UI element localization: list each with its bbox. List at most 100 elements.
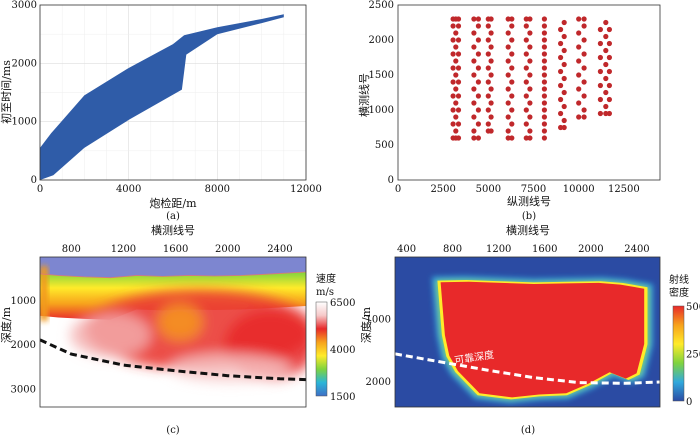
colorbar-tick-label: 250 xyxy=(686,350,700,361)
receiver-point xyxy=(597,82,604,89)
receiver-point xyxy=(488,86,494,92)
receiver-point xyxy=(505,16,511,22)
receiver-point xyxy=(558,40,564,47)
receiver-point xyxy=(606,110,613,117)
receiver-point xyxy=(488,128,494,134)
receiver-point xyxy=(603,75,609,82)
receiver-point xyxy=(581,37,587,43)
receiver-point xyxy=(597,96,604,103)
receiver-point xyxy=(455,93,462,99)
receiver-point xyxy=(527,72,533,78)
receiver-point xyxy=(561,61,567,68)
receiver-point xyxy=(455,121,462,127)
topography-line xyxy=(40,271,306,279)
receiver-point xyxy=(450,79,456,85)
panel-d-title: 横测线号 xyxy=(506,223,550,237)
receiver-point xyxy=(603,33,609,40)
colorbar-tick-label: 6500 xyxy=(330,298,355,309)
receiver-point xyxy=(541,16,548,22)
receiver-point xyxy=(509,107,515,113)
receiver-point xyxy=(488,16,494,22)
panel-b-frame xyxy=(397,4,661,181)
receiver-point xyxy=(455,16,462,22)
y-tick-label: 1000 xyxy=(11,296,36,307)
panel-b-xlabel: 纵测线号 xyxy=(507,194,551,208)
y-tick-label: 2000 xyxy=(11,340,36,351)
receiver-point xyxy=(581,107,587,113)
x-tick-label: 2500 xyxy=(430,184,455,195)
x-tick-label: 2000 xyxy=(215,244,240,255)
receiver-point xyxy=(581,93,587,99)
receiver-point xyxy=(606,26,613,33)
x-tick-label: 0 xyxy=(37,184,43,195)
receiver-point xyxy=(561,103,567,110)
receiver-point xyxy=(488,58,494,64)
receiver-point xyxy=(606,96,613,103)
ray-density-colorbar-ticks: 500 250 0 xyxy=(686,302,700,408)
receiver-point xyxy=(475,16,481,22)
velocity-colorbar xyxy=(315,301,328,397)
receiver-point xyxy=(597,26,604,33)
receiver-point xyxy=(509,37,515,43)
y-tick-label: 500 xyxy=(375,140,394,151)
velocity-colorbar-ticks: 6500 4000 1500 xyxy=(330,298,355,403)
receiver-point xyxy=(603,103,609,110)
ray-density-colorbar xyxy=(672,305,685,402)
y-tick-label: 1000 xyxy=(369,105,394,116)
panel-d-ylabel: 深度/m xyxy=(359,306,373,343)
receiver-point xyxy=(450,65,456,71)
receiver-point xyxy=(471,16,477,22)
x-tick-label: 1200 xyxy=(486,244,511,255)
x-tick-label: 0 xyxy=(395,184,401,195)
receiver-point xyxy=(485,51,491,57)
panel-a-xlabel: 炮检距/m xyxy=(149,196,197,210)
receiver-point xyxy=(541,65,548,71)
receiver-point xyxy=(509,79,515,85)
panel-a-caption: (a) xyxy=(166,211,180,222)
first-break-scatter-cloud xyxy=(40,14,284,180)
receiver-point xyxy=(453,72,459,78)
colorbar-tick-label: 0 xyxy=(686,397,692,408)
receiver-point xyxy=(488,114,494,120)
receiver-point xyxy=(541,72,548,78)
panel-a-ylabel: 初至时间/ms xyxy=(0,60,13,124)
x-tick-label: 2400 xyxy=(624,244,649,255)
receiver-point xyxy=(475,93,481,99)
receiver-point xyxy=(450,51,456,57)
y-tick-label: 2000 xyxy=(369,35,394,46)
receiver-point xyxy=(453,114,459,120)
receiver-point xyxy=(471,30,477,36)
receiver-point xyxy=(541,128,548,134)
receiver-point xyxy=(576,86,582,92)
velocity-anomaly-orange xyxy=(158,304,202,340)
receiver-point xyxy=(509,135,515,141)
x-tick-label: 5000 xyxy=(476,184,501,195)
receiver-point xyxy=(475,135,481,141)
panel-c-frame xyxy=(39,256,307,408)
receiver-point xyxy=(485,121,491,127)
receiver-point xyxy=(541,121,548,127)
receiver-point xyxy=(450,121,456,127)
velocity-colorbar-unit: m/s xyxy=(316,287,334,298)
receiver-point xyxy=(523,121,529,127)
receiver-point xyxy=(505,100,511,106)
velocity-model xyxy=(40,257,306,407)
receiver-point xyxy=(603,89,609,96)
receiver-point xyxy=(488,30,494,36)
x-tick-label: 2400 xyxy=(267,244,292,255)
receiver-point xyxy=(453,128,459,134)
receiver-point xyxy=(471,58,477,64)
receiver-point xyxy=(505,86,511,92)
panel-d-frame xyxy=(394,256,661,408)
panel-d: 可靠深度 400 800 1200 1600 2000 2400 1000 2000 横测线号… xyxy=(359,223,700,436)
receiver-point xyxy=(455,51,462,57)
y-tick-label: 1000 xyxy=(12,117,37,128)
panel-a-ticks: 0 4000 8000 12000 0 1000 2000 3000 xyxy=(12,0,322,195)
receiver-point xyxy=(527,16,533,22)
receiver-point xyxy=(558,82,564,89)
receiver-point xyxy=(485,93,491,99)
receiver-point xyxy=(505,72,511,78)
receiver-point xyxy=(606,40,613,47)
receiver-point xyxy=(527,86,533,92)
air-zone xyxy=(40,257,306,278)
